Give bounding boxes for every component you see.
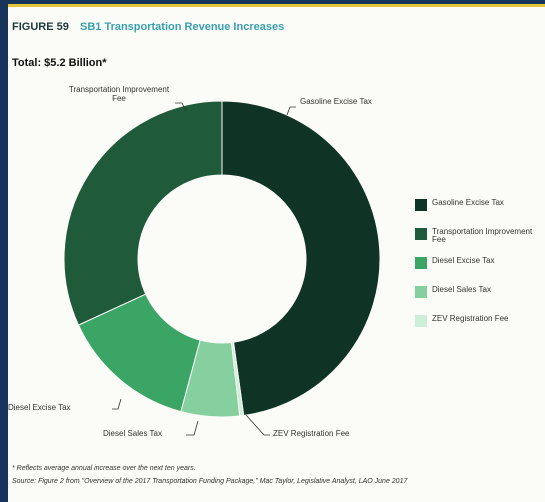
donut-slice [63,100,223,326]
legend-label: Gasoline Excise Tax [432,198,504,207]
chart-title: SB1 Transportation Revenue Increases [80,21,285,33]
chart [63,100,427,436]
leader-line [286,106,296,116]
footnote: * Reflects average annual increase over … [12,465,196,472]
legend-label: Transportation Improvement Fee [432,227,533,244]
leader-line [112,398,122,410]
leader-line [186,420,199,436]
leader-line [245,414,270,436]
legend-swatch [415,228,427,240]
source: Source: Figure 2 from "Overview of the 2… [12,478,408,485]
leader-line [175,102,187,112]
legend-label: Diesel Sales Tax [432,285,491,294]
legend-swatch [415,315,427,327]
legend-label: ZEV Registration Fee [432,314,509,323]
slice-label: Diesel Sales Tax [103,429,162,438]
donut-slice [230,341,245,417]
legend-swatch [415,257,427,269]
slice-label: Gasoline Excise Tax [300,97,372,106]
panel: FIGURE 59 SB1 Transportation Revenue Inc… [8,4,545,502]
figure-label: FIGURE 59 [12,21,69,33]
slice-label: ZEV Registration Fee [273,429,350,438]
legend-label: Diesel Excise Tax [432,256,495,265]
slice-label: Diesel Excise Tax [8,403,71,412]
legend-swatch [415,286,427,298]
legend-swatch [415,199,427,211]
subtitle: Total: $5.2 Billion* [12,57,107,69]
slice-label: Transportation Improvement Fee [68,85,170,103]
donut-slice [221,100,381,417]
